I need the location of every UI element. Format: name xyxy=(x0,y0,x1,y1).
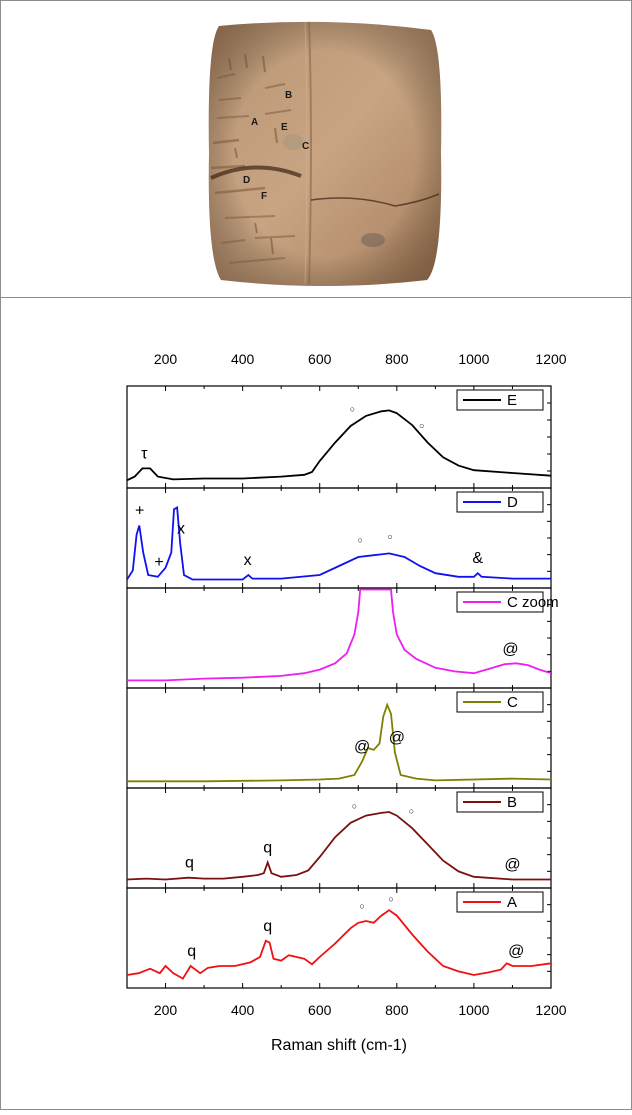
series-line-b xyxy=(127,811,551,881)
legend-label: C xyxy=(507,694,518,711)
series-line-c xyxy=(127,702,551,783)
peak-annotation: q xyxy=(187,943,196,960)
bottom-tick-label: 800 xyxy=(385,1002,409,1018)
peak-annotation: τ xyxy=(141,445,148,462)
raman-chart-container: 200 400 600 800 1000 1200 200 400 600 800 1000 1200… xyxy=(0,298,632,1110)
peak-annotation: @ xyxy=(504,857,520,874)
peak-annotation: ○ xyxy=(352,801,357,811)
series-line-c-zoom xyxy=(127,588,551,682)
legend-label: B xyxy=(507,794,517,811)
x-axis-label: Raman shift (cm-1) xyxy=(271,1037,407,1054)
peak-annotation: ○ xyxy=(388,531,393,541)
panel-divider xyxy=(0,297,632,298)
photo-marker-c: C xyxy=(302,141,309,152)
clay-tablet-image: B A E C D F xyxy=(208,21,442,286)
bottom-tick-label: 1200 xyxy=(535,1002,566,1018)
peak-annotation: q xyxy=(263,918,272,935)
photo-marker-d: D xyxy=(243,175,250,186)
top-tick-label: 200 xyxy=(154,351,178,367)
bottom-tick-label: 200 xyxy=(154,1002,178,1018)
peak-annotation: x xyxy=(244,552,252,569)
peak-annotation: + xyxy=(154,554,163,571)
bottom-tick-label: 400 xyxy=(231,1002,255,1018)
clay-tablet-photo: B A E C D F xyxy=(205,18,443,288)
legend-label: A xyxy=(507,894,517,911)
series-line-e xyxy=(127,409,551,482)
legend-label: E xyxy=(507,392,517,409)
peak-annotation: x xyxy=(177,521,185,538)
top-tick-label: 1200 xyxy=(535,351,566,367)
photo-marker-a: A xyxy=(251,117,258,128)
series-line-d xyxy=(127,506,551,581)
series-line-a xyxy=(127,909,551,980)
raman-chart: 200 400 600 800 1000 1200 200 400 600 800 1000 1200… xyxy=(126,351,567,1054)
peak-annotation: @ xyxy=(389,730,405,747)
photo-marker-e: E xyxy=(281,122,288,133)
peak-annotation: q xyxy=(263,839,272,856)
photo-marker-f: F xyxy=(261,191,267,202)
peak-annotation: ○ xyxy=(357,535,362,545)
peak-annotation: ○ xyxy=(359,901,364,911)
peak-annotation: ○ xyxy=(388,894,393,904)
bottom-tick-label: 1000 xyxy=(458,1002,489,1018)
top-tick-label: 800 xyxy=(385,351,409,367)
peak-annotation: @ xyxy=(354,739,370,756)
peak-annotation: ○ xyxy=(419,421,424,431)
photo-marker-b: B xyxy=(285,90,292,101)
peak-annotation: ○ xyxy=(409,806,414,816)
peak-annotation: @ xyxy=(508,943,524,960)
peak-annotation: @ xyxy=(502,641,518,658)
top-tick-label: 400 xyxy=(231,351,255,367)
peak-annotation: & xyxy=(472,550,483,567)
top-tick-label: 600 xyxy=(308,351,332,367)
peak-annotation: ○ xyxy=(350,404,355,414)
peak-annotation: + xyxy=(135,503,144,520)
legend-label: C zoom xyxy=(507,594,559,611)
legend-label: D xyxy=(507,494,518,511)
top-tick-label: 1000 xyxy=(458,351,489,367)
peak-annotation: q xyxy=(185,855,194,872)
bottom-tick-label: 600 xyxy=(308,1002,332,1018)
